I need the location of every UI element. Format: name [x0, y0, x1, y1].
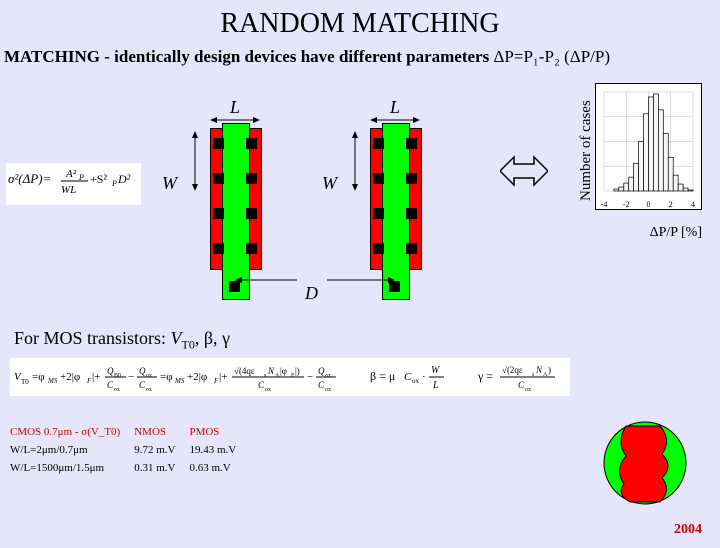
- cell: 0.31 m.V: [134, 459, 189, 477]
- hist-xlabel: ΔP/P [%]: [650, 225, 702, 241]
- svg-text:Q: Q: [318, 366, 325, 376]
- svg-text:=φ: =φ: [32, 371, 45, 383]
- svg-text:ox: ox: [265, 387, 271, 393]
- svg-text:ox: ox: [146, 387, 152, 393]
- svg-text:P: P: [111, 179, 117, 188]
- svg-text:B0: B0: [114, 373, 121, 379]
- svg-text:−: −: [128, 371, 134, 383]
- formula-row: V T0 =φ MS +2|φ F |+ Q B0 C ox − Q ox C …: [10, 358, 570, 396]
- svg-text:-4: -4: [601, 200, 608, 209]
- sigma2-formula: σ²(ΔP)= A² P WL +S² P D²: [6, 163, 141, 205]
- svg-text:|+: |+: [219, 371, 227, 383]
- svg-text:C: C: [518, 380, 525, 390]
- svg-text:|φ: |φ: [280, 366, 287, 376]
- svg-text:C: C: [258, 380, 265, 390]
- svg-text:√(4qε: √(4qε: [234, 366, 255, 376]
- th-0: CMOS 0.7μm - σ(V_T0): [10, 423, 134, 441]
- table-row: W/L=1500μm/1.5μm 0.31 m.V 0.63 m.V: [10, 459, 250, 477]
- svg-text:γ =: γ =: [477, 369, 493, 383]
- svg-text:MS: MS: [174, 377, 185, 385]
- svg-text:A²: A²: [65, 168, 77, 180]
- page-title: RANDOM MATCHING: [0, 8, 720, 40]
- th-2: PMOS: [189, 423, 250, 441]
- svg-text:C: C: [139, 380, 146, 390]
- cell: W/L=2μm/0.7μm: [10, 441, 134, 459]
- svg-text:4: 4: [691, 200, 695, 209]
- svg-text:2: 2: [669, 200, 673, 209]
- sigma-table: CMOS 0.7μm - σ(V_T0) NMOS PMOS W/L=2μm/0…: [10, 423, 250, 477]
- svg-text:ox: ox: [325, 387, 331, 393]
- svg-text:=φ: =φ: [160, 371, 173, 383]
- svg-text:ox: ox: [412, 377, 420, 385]
- svg-text:): ): [548, 365, 551, 375]
- w-label-2: W: [322, 173, 337, 194]
- svg-text:+2|φ: +2|φ: [60, 371, 80, 383]
- svg-text:C: C: [318, 380, 325, 390]
- cell: 9.72 m.V: [134, 441, 189, 459]
- svg-text:MS: MS: [47, 377, 58, 385]
- svg-text:−: −: [307, 371, 313, 383]
- w-label: W: [162, 173, 177, 194]
- svg-text:·: ·: [422, 371, 426, 383]
- hist-ylabel: Number of cases: [578, 81, 595, 201]
- svg-text:D²: D²: [117, 172, 131, 186]
- svg-text:ox: ox: [525, 387, 531, 393]
- svg-text:σ²(ΔP)=: σ²(ΔP)=: [8, 171, 51, 186]
- svg-text:ox: ox: [146, 373, 152, 379]
- svg-text:0: 0: [647, 200, 651, 209]
- svg-text:WL: WL: [61, 184, 76, 196]
- cell: 0.63 m.V: [189, 459, 250, 477]
- equivalence-arrow-icon: [500, 153, 548, 194]
- cell: 19.43 m.V: [189, 441, 250, 459]
- devices-diagram: L W L W D: [140, 103, 500, 303]
- subtitle-bold: MATCHING - identically design devices ha…: [4, 47, 489, 66]
- svg-text:s: s: [264, 373, 267, 379]
- mos-params-text: For MOS transistors: VT0, β, γ: [14, 328, 230, 353]
- svg-text:Q: Q: [139, 366, 146, 376]
- d-label: D: [305, 283, 318, 304]
- th-1: NMOS: [134, 423, 189, 441]
- table-row: W/L=2μm/0.7μm 9.72 m.V 19.43 m.V: [10, 441, 250, 459]
- d-dimension: [235, 275, 395, 285]
- svg-text:+S²: +S²: [90, 172, 107, 186]
- table-header-row: CMOS 0.7μm - σ(V_T0) NMOS PMOS: [10, 423, 250, 441]
- svg-text:-2: -2: [623, 200, 630, 209]
- svg-text:|+: |+: [92, 371, 100, 383]
- mos-pre: For MOS transistors:: [14, 328, 171, 348]
- svg-text:N: N: [267, 366, 275, 376]
- svg-text:C: C: [107, 380, 114, 390]
- svg-text:T0: T0: [21, 378, 29, 386]
- svg-text:|): |): [295, 366, 300, 376]
- subtitle-formula: ΔP=P₁-P₂ (ΔP/P): [493, 47, 610, 66]
- svg-text:C: C: [404, 371, 412, 383]
- svg-text:W: W: [431, 365, 441, 376]
- svg-text:ox: ox: [325, 373, 331, 379]
- svg-text:L: L: [432, 380, 439, 391]
- svg-text:+2|φ: +2|φ: [187, 371, 207, 383]
- year-label: 2004: [674, 522, 702, 538]
- svg-text:√(2qε: √(2qε: [502, 365, 523, 375]
- svg-text:N: N: [535, 365, 543, 375]
- cell: W/L=1500μm/1.5μm: [10, 459, 134, 477]
- histogram: Number of cases -4-2024 ΔP/P [%]: [582, 83, 702, 218]
- blob-graphic: [602, 420, 688, 506]
- svg-text:β = μ: β = μ: [370, 369, 395, 383]
- subtitle: MATCHING - identically design devices ha…: [4, 46, 716, 68]
- svg-text:Q: Q: [107, 366, 114, 376]
- svg-text:ox: ox: [114, 387, 120, 393]
